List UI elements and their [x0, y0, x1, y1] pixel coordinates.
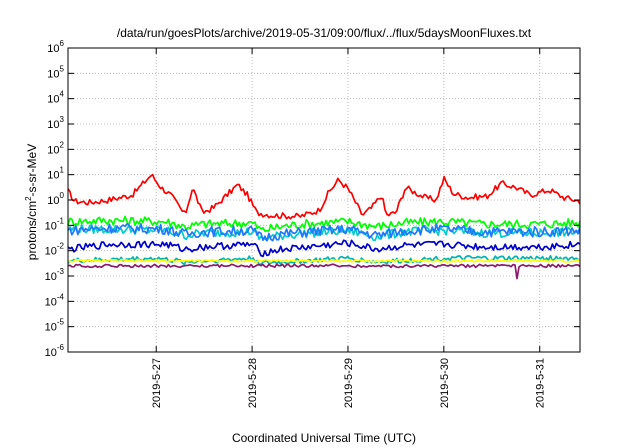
y-tick-exponent: -6: [57, 343, 65, 352]
y-tick-label: 104: [47, 90, 64, 106]
x-axis-label: Coordinated Universal Time (UTC): [232, 431, 416, 445]
y-tick-exponent: -3: [57, 267, 65, 276]
y-tick-label: 10-4: [45, 292, 65, 308]
y-tick-label: 10-3: [45, 267, 65, 283]
y-tick-label: 10-6: [45, 343, 65, 359]
y-tick-base: 10: [45, 296, 57, 308]
x-tick-label: 2019-5-27: [151, 358, 163, 408]
y-tick-exponent: 5: [60, 64, 65, 73]
y-ticks: 10-610-510-410-310-210-11001011021031041…: [45, 39, 65, 359]
y-tick-label: 106: [47, 39, 64, 55]
y-tick-exponent: -4: [57, 292, 65, 301]
series-line-8: [67, 263, 581, 280]
series-line-6: [67, 254, 581, 266]
y-tick-base: 10: [47, 144, 59, 156]
y-tick-exponent: 6: [60, 39, 65, 48]
y-tick-base: 10: [47, 170, 59, 182]
y-tick-label: 10-1: [45, 216, 65, 232]
y-tick-base: 10: [47, 195, 59, 207]
y-tick-base: 10: [45, 271, 57, 283]
axes: [67, 47, 581, 353]
y-axis-label-pre: protons/cm: [25, 201, 39, 260]
y-tick-exponent: -5: [57, 318, 65, 327]
y-axis-label-sup: 2: [24, 196, 33, 201]
y-tick-label: 10-2: [45, 242, 65, 258]
y-tick-label: 102: [47, 140, 64, 156]
x-tick-label: 2019-5-31: [535, 358, 547, 408]
y-tick-base: 10: [47, 119, 59, 131]
y-tick-base: 10: [47, 43, 59, 55]
y-tick-base: 10: [45, 220, 57, 232]
chart-title: /data/run/goesPlots/archive/2019-05-31/0…: [117, 26, 532, 40]
y-tick-label: 105: [47, 64, 64, 80]
x-tick-label: 2019-5-29: [343, 358, 355, 408]
y-tick-base: 10: [45, 347, 57, 359]
y-tick-label: 10-5: [45, 318, 65, 334]
y-tick-base: 10: [45, 322, 57, 334]
y-tick-exponent: 4: [60, 90, 65, 99]
series-line-7: [67, 258, 581, 263]
y-axis-label-post: -s-sr-MeV: [25, 144, 39, 197]
y-tick-exponent: -2: [57, 242, 65, 251]
x-ticks: 2019-5-27 2019-5-28 2019-5-29 2019-5-30 2019…: [151, 358, 547, 408]
y-tick-exponent: 2: [60, 140, 65, 149]
y-tick-base: 10: [45, 246, 57, 258]
y-tick-exponent: 1: [60, 166, 65, 175]
y-tick-exponent: -1: [57, 216, 65, 225]
y-tick-label: 101: [47, 166, 64, 182]
y-tick-base: 10: [47, 94, 59, 106]
series-line-1: [67, 173, 581, 220]
series-line-5: [67, 239, 581, 258]
y-tick-label: 100: [47, 191, 64, 207]
series-group: [67, 173, 581, 280]
x-tick-label: 2019-5-30: [439, 358, 451, 408]
y-tick-base: 10: [47, 68, 59, 80]
series-line-4: [67, 222, 581, 242]
y-tick-exponent: 0: [60, 191, 65, 200]
y-tick-label: 103: [47, 115, 64, 131]
grid: [68, 48, 580, 352]
y-tick-exponent: 3: [60, 115, 65, 124]
x-tick-label: 2019-5-28: [247, 358, 259, 408]
plot-frame: [67, 47, 581, 353]
y-axis-label: protons/cm2-s-sr-MeV: [24, 144, 39, 260]
